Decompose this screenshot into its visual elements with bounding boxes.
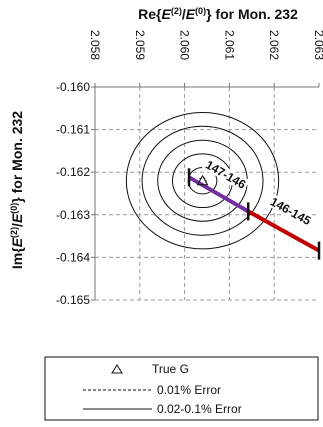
- segment-label-text: 146-145: [268, 194, 314, 228]
- legend-label-true-g: True G: [152, 362, 189, 376]
- contour-solid: [125, 112, 280, 250]
- legend-label-dashed: 0.01% Error: [157, 383, 221, 397]
- axes: [91, 83, 320, 301]
- y-tick-label: -0.161: [56, 123, 90, 137]
- legend-entry-true-g: True G: [111, 362, 189, 376]
- y-axis-title: Im{E(2)/E(0)} for Mon. 232: [9, 111, 25, 269]
- y-tick-label: -0.163: [56, 208, 90, 222]
- x-tick-label: 2.061: [222, 30, 236, 60]
- x-tick-label: 2.063: [312, 30, 323, 60]
- y-tick-label: -0.160: [56, 80, 90, 94]
- x-tick-labels: 2.058 2.059 2.060 2.061 2.062 2.063: [88, 30, 323, 60]
- grid: [95, 87, 319, 301]
- x-tick-label: 2.060: [178, 30, 192, 60]
- x-tick-label: 2.058: [88, 30, 102, 60]
- y-tick-label: -0.165: [56, 293, 90, 307]
- error-contours: [125, 112, 280, 250]
- x-tick-label: 2.059: [133, 30, 147, 60]
- legend-label-solid: 0.02-0.1% Error: [157, 402, 242, 416]
- true-g-marker-icon: [196, 174, 209, 186]
- legend-entry-dashed: 0.01% Error: [83, 383, 221, 397]
- segment-label-text: 147-146: [203, 158, 248, 192]
- y-tick-label: -0.164: [56, 250, 90, 264]
- segment-146-145: [247, 209, 320, 253]
- legend: True G 0.01% Error 0.02-0.1% Error: [44, 356, 319, 421]
- contour-solid: [141, 125, 264, 236]
- y-tick-labels: -0.160 -0.161 -0.162 -0.163 -0.164 -0.165: [56, 80, 90, 307]
- y-tick-label: -0.162: [56, 165, 90, 179]
- segment-label-bg: [201, 156, 250, 192]
- legend-entry-solid: 0.02-0.1% Error: [83, 402, 242, 416]
- chart-title: Re{E(2)/E(0)} for Mon. 232: [138, 6, 298, 22]
- segment-label-bg: [266, 193, 315, 229]
- true-g-layer: [196, 174, 209, 186]
- legend-triangle-icon: [111, 364, 123, 374]
- x-tick-label: 2.062: [267, 30, 281, 60]
